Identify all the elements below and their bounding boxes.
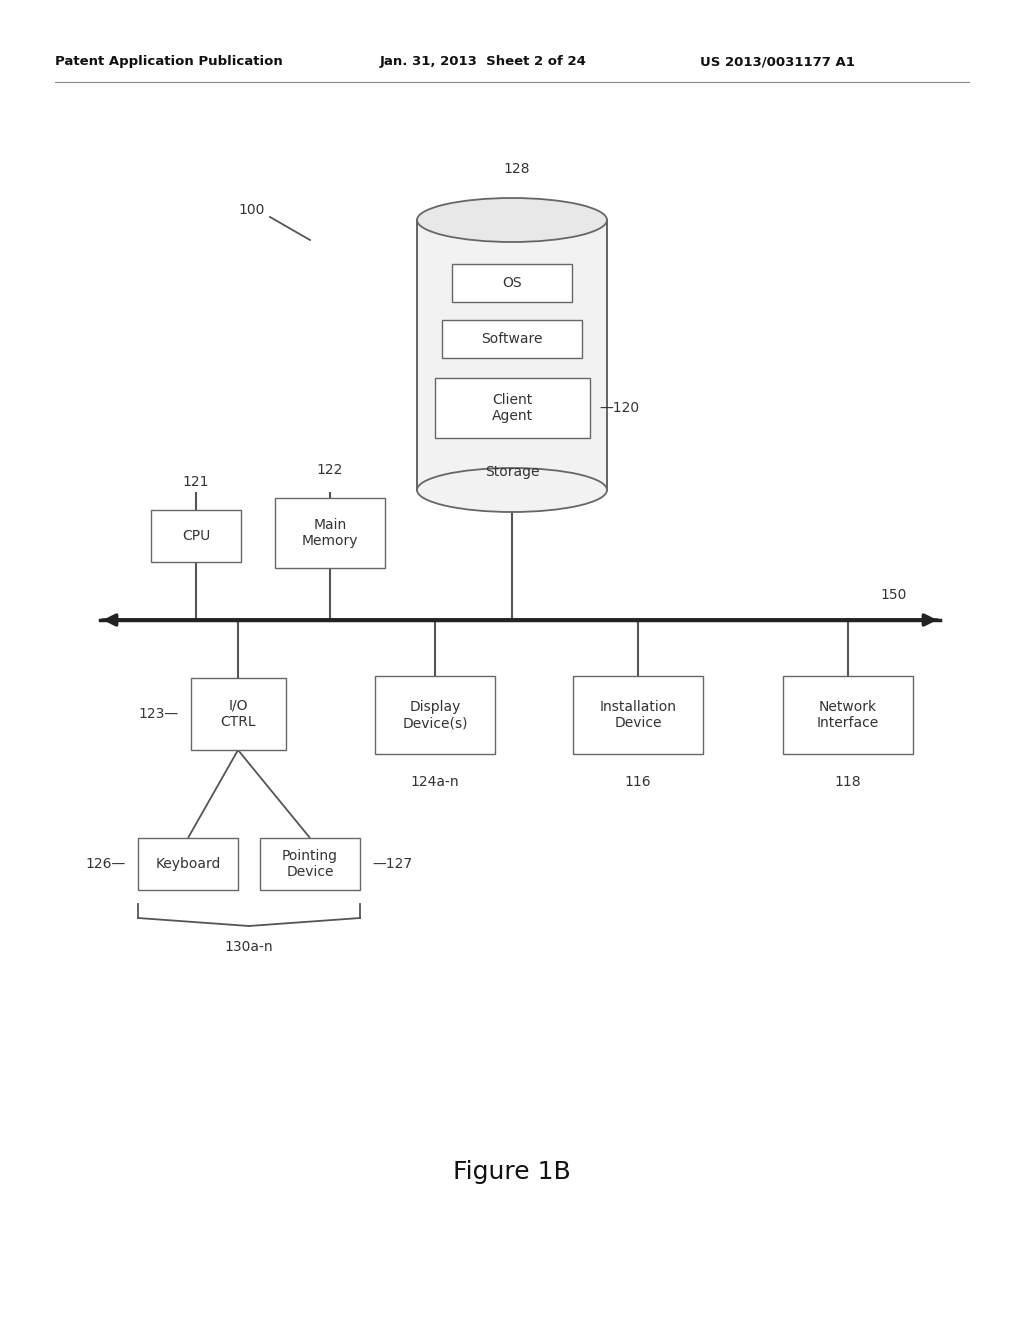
- FancyBboxPatch shape: [190, 678, 286, 750]
- FancyBboxPatch shape: [375, 676, 495, 754]
- FancyBboxPatch shape: [434, 378, 590, 438]
- Text: Pointing
Device: Pointing Device: [282, 849, 338, 879]
- Text: Client
Agent: Client Agent: [492, 393, 532, 424]
- Text: 150: 150: [880, 587, 906, 602]
- FancyBboxPatch shape: [783, 676, 913, 754]
- FancyBboxPatch shape: [138, 838, 238, 890]
- Text: 128: 128: [504, 162, 530, 176]
- Text: OS: OS: [502, 276, 522, 290]
- Text: 123—: 123—: [138, 708, 178, 721]
- Text: Jan. 31, 2013  Sheet 2 of 24: Jan. 31, 2013 Sheet 2 of 24: [380, 55, 587, 69]
- Ellipse shape: [417, 469, 607, 512]
- Text: 124a-n: 124a-n: [411, 775, 460, 789]
- Text: Installation
Device: Installation Device: [599, 700, 677, 730]
- FancyBboxPatch shape: [452, 264, 572, 302]
- FancyBboxPatch shape: [151, 510, 241, 562]
- FancyBboxPatch shape: [573, 676, 703, 754]
- Text: Figure 1B: Figure 1B: [454, 1160, 570, 1184]
- Text: Keyboard: Keyboard: [156, 857, 221, 871]
- FancyBboxPatch shape: [260, 838, 360, 890]
- Text: 118: 118: [835, 775, 861, 789]
- Text: US 2013/0031177 A1: US 2013/0031177 A1: [700, 55, 855, 69]
- Text: 126—: 126—: [86, 857, 126, 871]
- Text: CPU: CPU: [182, 529, 210, 543]
- Text: Storage: Storage: [484, 465, 540, 479]
- Text: Software: Software: [481, 333, 543, 346]
- Text: 116: 116: [625, 775, 651, 789]
- Text: —120: —120: [599, 401, 640, 414]
- FancyBboxPatch shape: [275, 498, 385, 568]
- Ellipse shape: [417, 198, 607, 242]
- Text: 121: 121: [182, 475, 209, 488]
- Bar: [417, 220, 607, 490]
- FancyBboxPatch shape: [442, 319, 582, 358]
- Text: Display
Device(s): Display Device(s): [402, 700, 468, 730]
- Text: 130a-n: 130a-n: [224, 940, 273, 954]
- Text: I/O
CTRL: I/O CTRL: [220, 698, 256, 729]
- Text: 100: 100: [239, 203, 265, 216]
- Text: Main
Memory: Main Memory: [302, 517, 358, 548]
- Text: —127: —127: [372, 857, 412, 871]
- Text: Patent Application Publication: Patent Application Publication: [55, 55, 283, 69]
- Text: 122: 122: [316, 463, 343, 477]
- Text: Network
Interface: Network Interface: [817, 700, 880, 730]
